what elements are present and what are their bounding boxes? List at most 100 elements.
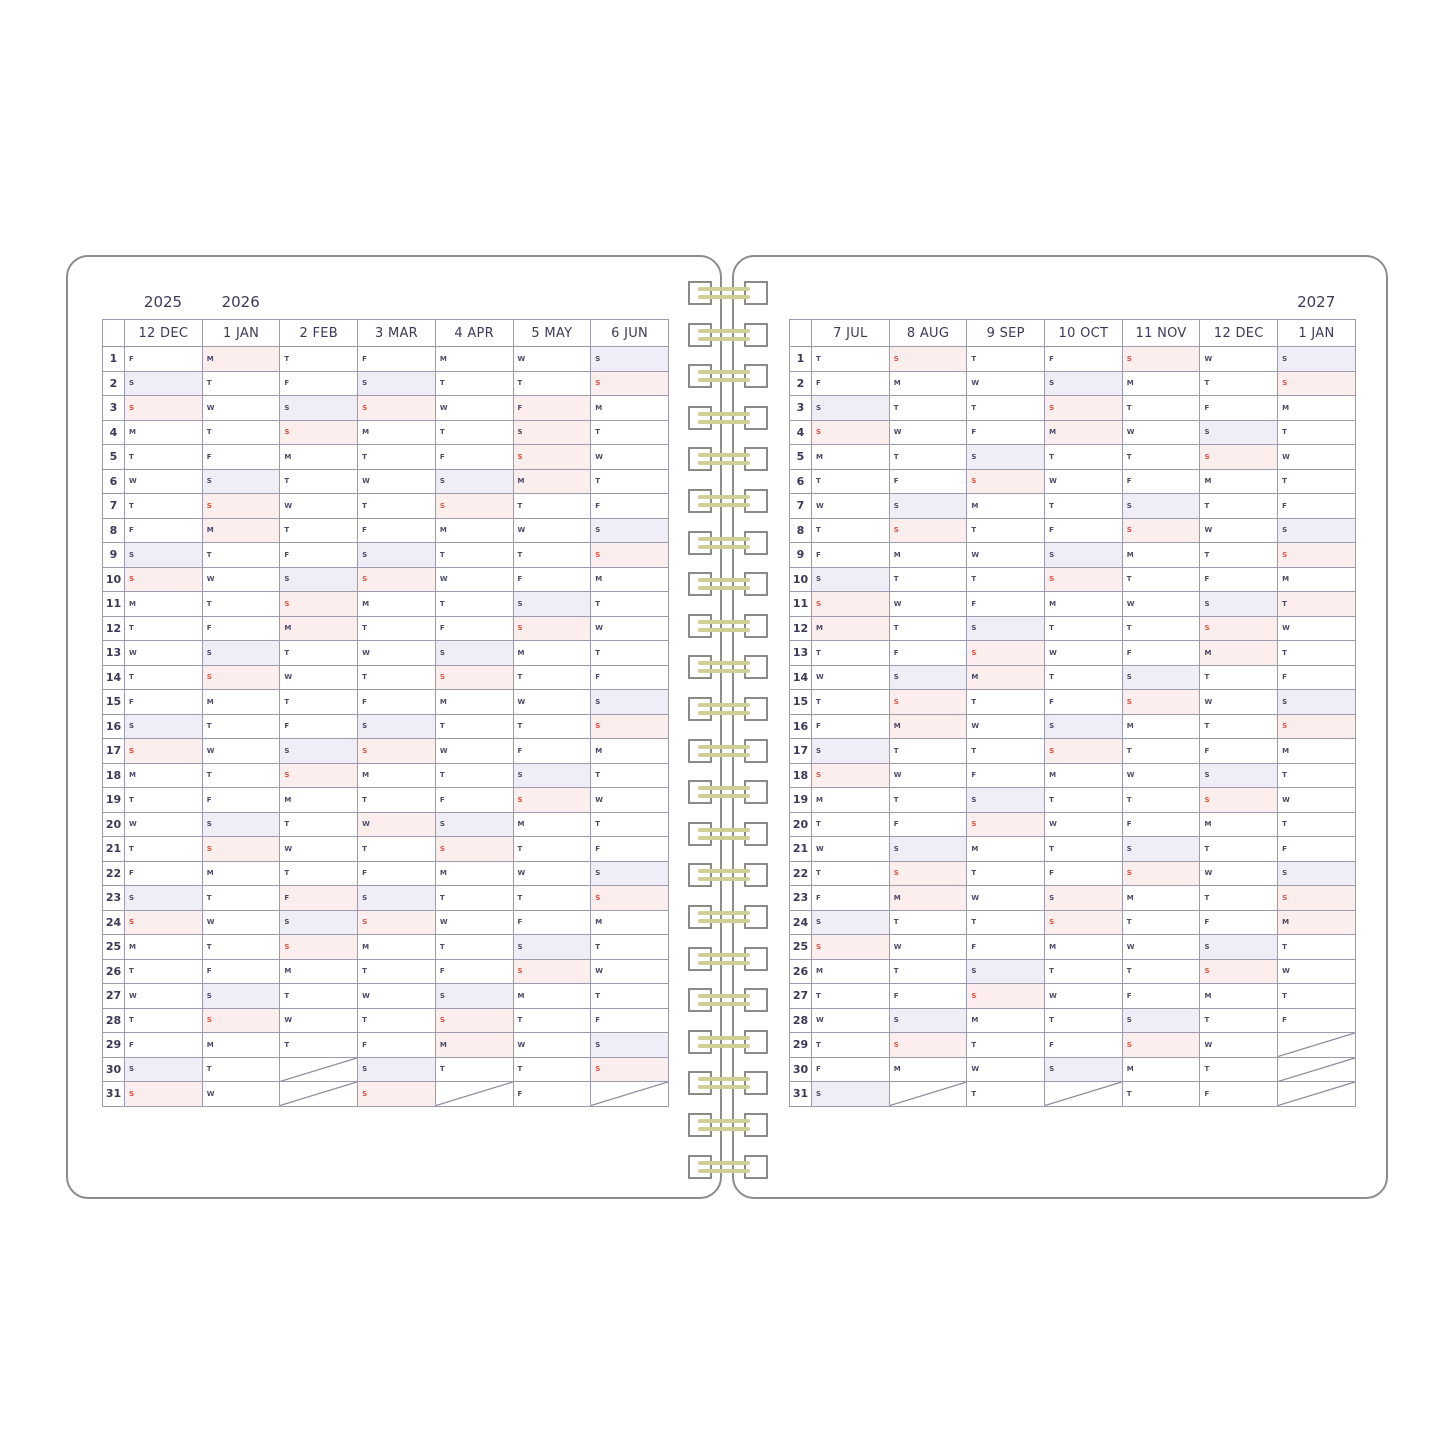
- day-cell[interactable]: W: [201, 395, 281, 421]
- day-cell[interactable]: F: [357, 860, 436, 886]
- saturday-cell[interactable]: S: [512, 591, 592, 617]
- day-cell[interactable]: W: [124, 640, 203, 666]
- sunday-cell[interactable]: S: [1199, 444, 1279, 470]
- day-cell[interactable]: T: [590, 983, 669, 1009]
- holiday-cell[interactable]: M: [1277, 909, 1356, 935]
- saturday-cell[interactable]: S: [811, 395, 890, 421]
- day-cell[interactable]: W: [124, 468, 203, 494]
- day-cell[interactable]: M: [124, 591, 203, 617]
- day-cell[interactable]: T: [201, 885, 281, 911]
- day-cell[interactable]: F: [201, 787, 281, 813]
- day-cell[interactable]: W: [124, 983, 203, 1009]
- day-cell[interactable]: T: [966, 860, 1046, 886]
- saturday-cell[interactable]: S: [1199, 762, 1279, 788]
- saturday-cell[interactable]: S: [434, 983, 514, 1009]
- day-cell[interactable]: T: [434, 713, 514, 739]
- day-cell[interactable]: W: [201, 566, 281, 592]
- day-cell[interactable]: F: [1121, 468, 1201, 494]
- saturday-cell[interactable]: S: [357, 1056, 436, 1082]
- day-cell[interactable]: M: [201, 1032, 281, 1058]
- day-cell[interactable]: T: [1121, 566, 1201, 592]
- day-cell[interactable]: T: [811, 468, 890, 494]
- day-cell[interactable]: M: [1277, 395, 1356, 421]
- day-cell[interactable]: T: [434, 370, 514, 396]
- day-cell[interactable]: T: [201, 934, 281, 960]
- sunday-cell[interactable]: S: [357, 1081, 436, 1107]
- sunday-cell[interactable]: S: [966, 983, 1046, 1009]
- day-cell[interactable]: T: [1044, 493, 1123, 519]
- day-cell[interactable]: T: [1277, 640, 1356, 666]
- saturday-cell[interactable]: S: [1199, 419, 1279, 445]
- day-cell[interactable]: T: [1199, 493, 1279, 519]
- sunday-cell[interactable]: S: [279, 591, 359, 617]
- day-cell[interactable]: M: [1044, 762, 1123, 788]
- day-cell[interactable]: M: [1199, 983, 1279, 1009]
- day-cell[interactable]: M: [590, 395, 669, 421]
- day-cell[interactable]: M: [201, 689, 281, 715]
- day-cell[interactable]: T: [590, 468, 669, 494]
- day-cell[interactable]: T: [811, 689, 890, 715]
- sunday-cell[interactable]: S: [1199, 958, 1279, 984]
- saturday-cell[interactable]: S: [811, 566, 890, 592]
- saturday-cell[interactable]: S: [357, 713, 436, 739]
- day-cell[interactable]: M: [124, 419, 203, 445]
- day-cell[interactable]: T: [357, 836, 436, 862]
- sunday-cell[interactable]: S: [590, 713, 669, 739]
- sunday-cell[interactable]: S: [888, 1032, 968, 1058]
- saturday-cell[interactable]: S: [1044, 713, 1123, 739]
- day-cell[interactable]: T: [512, 370, 592, 396]
- day-cell[interactable]: T: [512, 885, 592, 911]
- day-cell[interactable]: T: [124, 615, 203, 641]
- day-cell[interactable]: T: [1199, 713, 1279, 739]
- day-cell[interactable]: F: [1199, 566, 1279, 592]
- holiday-cell[interactable]: M: [811, 615, 890, 641]
- saturday-cell[interactable]: S: [590, 346, 669, 372]
- day-cell[interactable]: M: [1277, 566, 1356, 592]
- day-cell[interactable]: M: [279, 444, 359, 470]
- day-cell[interactable]: W: [512, 1032, 592, 1058]
- day-cell[interactable]: T: [201, 713, 281, 739]
- saturday-cell[interactable]: S: [888, 664, 968, 690]
- day-cell[interactable]: T: [201, 542, 281, 568]
- day-cell[interactable]: T: [279, 468, 359, 494]
- day-cell[interactable]: F: [590, 664, 669, 690]
- saturday-cell[interactable]: S: [1277, 346, 1356, 372]
- day-cell[interactable]: T: [1044, 664, 1123, 690]
- day-cell[interactable]: W: [357, 640, 436, 666]
- day-cell[interactable]: F: [1044, 689, 1123, 715]
- day-cell[interactable]: T: [1277, 811, 1356, 837]
- saturday-cell[interactable]: S: [590, 860, 669, 886]
- day-cell[interactable]: T: [357, 615, 436, 641]
- holiday-cell[interactable]: F: [512, 395, 592, 421]
- day-cell[interactable]: F: [1199, 395, 1279, 421]
- holiday-cell[interactable]: M: [1199, 640, 1279, 666]
- day-cell[interactable]: W: [434, 909, 514, 935]
- saturday-cell[interactable]: S: [201, 468, 281, 494]
- day-cell[interactable]: F: [888, 468, 968, 494]
- day-cell[interactable]: W: [201, 1081, 281, 1107]
- day-cell[interactable]: F: [590, 493, 669, 519]
- saturday-cell[interactable]: S: [1199, 591, 1279, 617]
- day-cell[interactable]: W: [1044, 640, 1123, 666]
- saturday-cell[interactable]: S: [512, 934, 592, 960]
- sunday-cell[interactable]: S: [1044, 395, 1123, 421]
- day-cell[interactable]: T: [1199, 1007, 1279, 1033]
- day-cell[interactable]: T: [966, 395, 1046, 421]
- saturday-cell[interactable]: S: [811, 1081, 890, 1107]
- sunday-cell[interactable]: S: [1121, 346, 1201, 372]
- day-cell[interactable]: F: [357, 346, 436, 372]
- day-cell[interactable]: T: [888, 909, 968, 935]
- day-cell[interactable]: W: [512, 689, 592, 715]
- day-cell[interactable]: T: [512, 1007, 592, 1033]
- sunday-cell[interactable]: S: [811, 419, 890, 445]
- day-cell[interactable]: T: [590, 419, 669, 445]
- day-cell[interactable]: W: [357, 983, 436, 1009]
- day-cell[interactable]: M: [811, 958, 890, 984]
- day-cell[interactable]: M: [512, 640, 592, 666]
- saturday-cell[interactable]: S: [1121, 664, 1201, 690]
- day-cell[interactable]: T: [966, 689, 1046, 715]
- sunday-cell[interactable]: S: [590, 542, 669, 568]
- day-cell[interactable]: M: [1121, 713, 1201, 739]
- day-cell[interactable]: M: [434, 346, 514, 372]
- day-cell[interactable]: T: [811, 640, 890, 666]
